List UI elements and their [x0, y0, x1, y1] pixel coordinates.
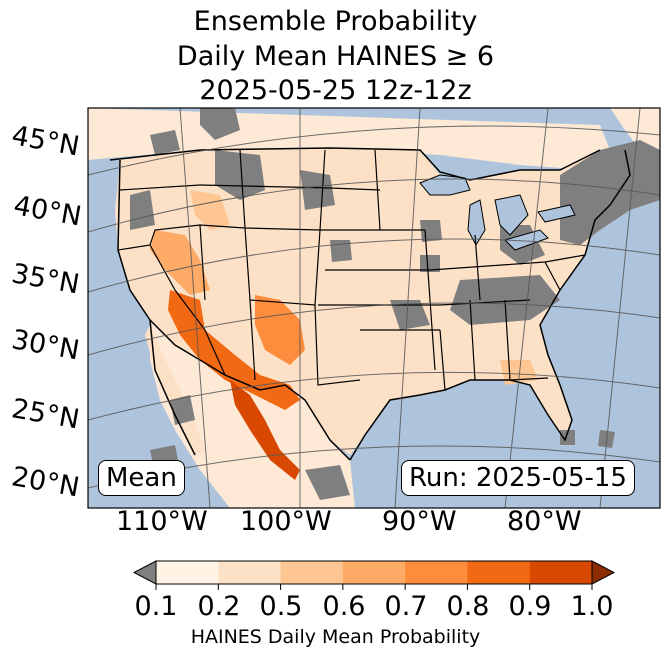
prob-patch-southwest-high	[168, 290, 300, 410]
lon-label-110: 110°W	[116, 506, 208, 537]
colorbar-bin	[218, 561, 282, 584]
title-line-3: 2025-05-25 12z-12z	[199, 75, 472, 106]
title-line-1: Ensemble Probability	[193, 6, 478, 37]
cbar-tick-label: 0.5	[259, 591, 303, 622]
colorbar-bin	[342, 561, 406, 584]
lon-label-80: 80°W	[507, 506, 582, 537]
cbar-tick-label: 0.6	[322, 591, 366, 622]
missing-data-patches	[130, 108, 660, 500]
cbar-tick-label: 0.2	[197, 591, 241, 622]
colorbar-bin	[467, 561, 531, 584]
colorbar-title: HAINES Daily Mean Probability	[190, 626, 481, 648]
prob-patch-mexico-high	[230, 380, 300, 480]
cbar-tick-label: 0.9	[508, 591, 552, 622]
map-frame	[87, 107, 661, 509]
country-boundaries	[109, 147, 631, 461]
land-baja	[145, 325, 205, 455]
cbar-tick-label: 0.8	[446, 591, 490, 622]
state-boundaries	[117, 149, 586, 391]
cbar-tick-label: 0.7	[384, 591, 428, 622]
lon-label-100: 100°W	[240, 506, 332, 537]
graticule	[88, 108, 660, 508]
run-label-box: Run: 2025-05-15	[401, 460, 635, 496]
colorbar-over-arrow	[591, 560, 616, 585]
colorbar	[132, 560, 616, 590]
stat-label-box: Mean	[98, 460, 185, 496]
prob-patch-nm	[255, 295, 305, 365]
colorbar-bin	[405, 561, 468, 584]
cbar-tick-label: 1.0	[570, 591, 614, 622]
prob-patch-great-basin	[150, 230, 210, 295]
cbar-tick-label: 0.1	[134, 591, 178, 622]
colorbar-bin	[529, 561, 593, 584]
great-lakes	[419, 174, 576, 251]
title-line-2: Daily Mean HAINES ≥ 6	[176, 41, 495, 72]
colorbar-bin	[280, 561, 344, 584]
lon-label-90: 90°W	[382, 506, 457, 537]
prob-patch-idaho	[190, 190, 230, 230]
colorbar-frame	[155, 560, 593, 585]
colorbar-bin	[156, 561, 219, 584]
colorbar-under-arrow	[132, 560, 157, 585]
